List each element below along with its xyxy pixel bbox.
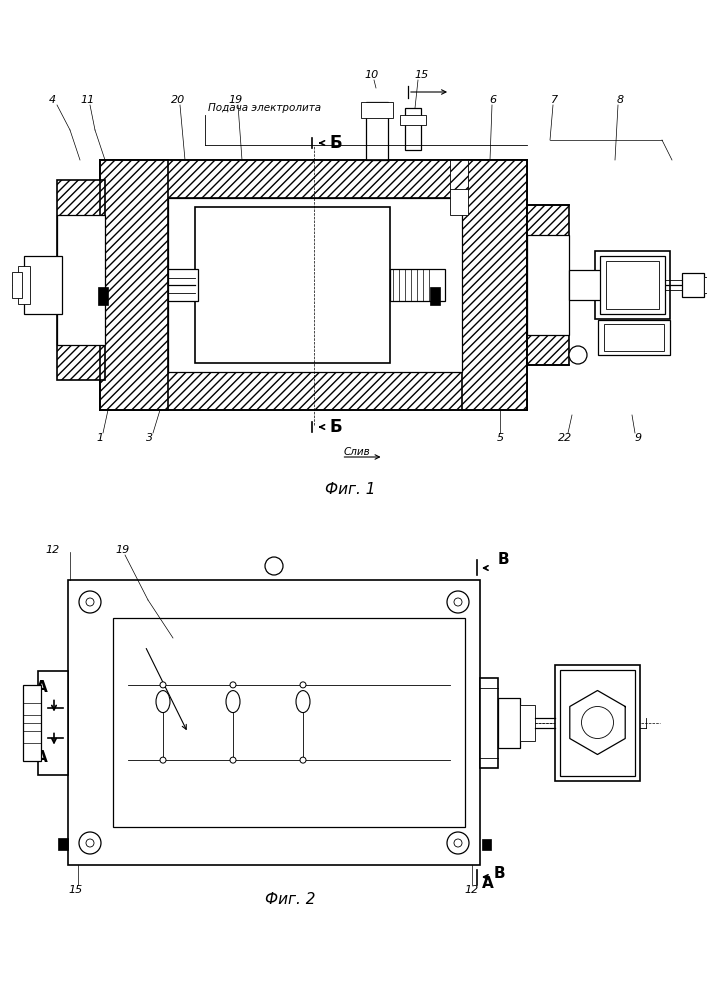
Text: А: А	[36, 680, 48, 695]
Bar	[450, 189, 468, 215]
Bar	[462, 160, 527, 410]
Text: 19: 19	[116, 545, 130, 555]
Bar	[361, 102, 393, 118]
Bar	[527, 235, 569, 335]
Circle shape	[79, 591, 101, 613]
Bar	[527, 205, 569, 365]
Bar	[560, 670, 635, 776]
Text: 6: 6	[489, 95, 496, 105]
Bar	[595, 251, 670, 319]
Bar	[604, 324, 664, 351]
Circle shape	[265, 557, 283, 575]
Text: 20: 20	[171, 95, 185, 105]
Bar	[168, 198, 462, 372]
Text: 12: 12	[465, 885, 479, 895]
Text: 10: 10	[365, 70, 379, 80]
Bar	[18, 266, 30, 304]
Text: Б: Б	[329, 134, 341, 152]
Circle shape	[86, 839, 94, 847]
Bar	[682, 273, 704, 297]
Bar	[555, 664, 640, 780]
Bar	[480, 678, 498, 768]
Text: 15: 15	[415, 70, 429, 80]
Text: 12: 12	[46, 545, 60, 555]
Bar	[430, 287, 440, 305]
Text: А: А	[36, 750, 48, 765]
Text: Подача электролита: Подача электролита	[208, 103, 321, 113]
Circle shape	[581, 706, 614, 738]
Bar	[168, 269, 198, 301]
Circle shape	[230, 682, 236, 688]
Bar	[68, 580, 480, 865]
Bar	[606, 261, 659, 309]
Bar	[113, 618, 465, 827]
Bar	[482, 839, 491, 850]
Bar	[57, 215, 105, 345]
Ellipse shape	[296, 691, 310, 713]
Text: Б: Б	[329, 418, 341, 436]
Circle shape	[300, 757, 306, 763]
Text: 15: 15	[69, 885, 83, 895]
Bar	[58, 838, 68, 850]
Bar	[100, 372, 527, 410]
Text: 3: 3	[146, 433, 153, 443]
Bar	[520, 704, 535, 740]
Text: Фиг. 2: Фиг. 2	[264, 892, 315, 908]
Text: В: В	[497, 552, 509, 568]
Bar	[390, 269, 445, 301]
Text: В: В	[493, 865, 505, 880]
Bar	[450, 160, 468, 190]
Text: 1: 1	[96, 433, 103, 443]
Text: +: +	[573, 350, 583, 360]
Bar	[704, 277, 707, 293]
Text: 5: 5	[496, 433, 503, 443]
Text: 7: 7	[551, 95, 559, 105]
Bar	[400, 115, 426, 125]
Circle shape	[86, 598, 94, 606]
Ellipse shape	[156, 691, 170, 713]
Ellipse shape	[226, 691, 240, 713]
Bar	[38, 670, 68, 774]
Circle shape	[447, 832, 469, 854]
Bar	[100, 160, 168, 410]
Text: 9: 9	[634, 433, 641, 443]
Circle shape	[447, 591, 469, 613]
Circle shape	[454, 839, 462, 847]
Text: 22: 22	[558, 433, 572, 443]
Circle shape	[79, 832, 101, 854]
Bar	[600, 256, 665, 314]
Bar	[624, 276, 642, 294]
Circle shape	[160, 757, 166, 763]
Text: 11: 11	[81, 95, 95, 105]
Text: −: −	[269, 560, 279, 572]
Bar	[405, 108, 421, 150]
Bar	[24, 256, 62, 314]
Bar	[598, 320, 670, 355]
Circle shape	[454, 598, 462, 606]
Bar	[569, 270, 624, 300]
Text: 19: 19	[229, 95, 243, 105]
Bar	[498, 698, 520, 748]
Bar	[98, 287, 108, 305]
Text: Слив: Слив	[344, 447, 370, 457]
Circle shape	[230, 757, 236, 763]
Bar	[195, 207, 390, 363]
Text: А: А	[482, 876, 494, 890]
Text: Фиг. 1: Фиг. 1	[325, 483, 375, 497]
Bar	[57, 180, 105, 380]
Bar	[12, 272, 22, 298]
Circle shape	[160, 682, 166, 688]
Bar	[366, 102, 388, 160]
Bar	[100, 160, 527, 198]
Text: 4: 4	[49, 95, 56, 105]
Text: 8: 8	[617, 95, 624, 105]
Circle shape	[300, 682, 306, 688]
Circle shape	[569, 346, 587, 364]
Bar	[23, 684, 41, 760]
Bar	[642, 271, 650, 299]
